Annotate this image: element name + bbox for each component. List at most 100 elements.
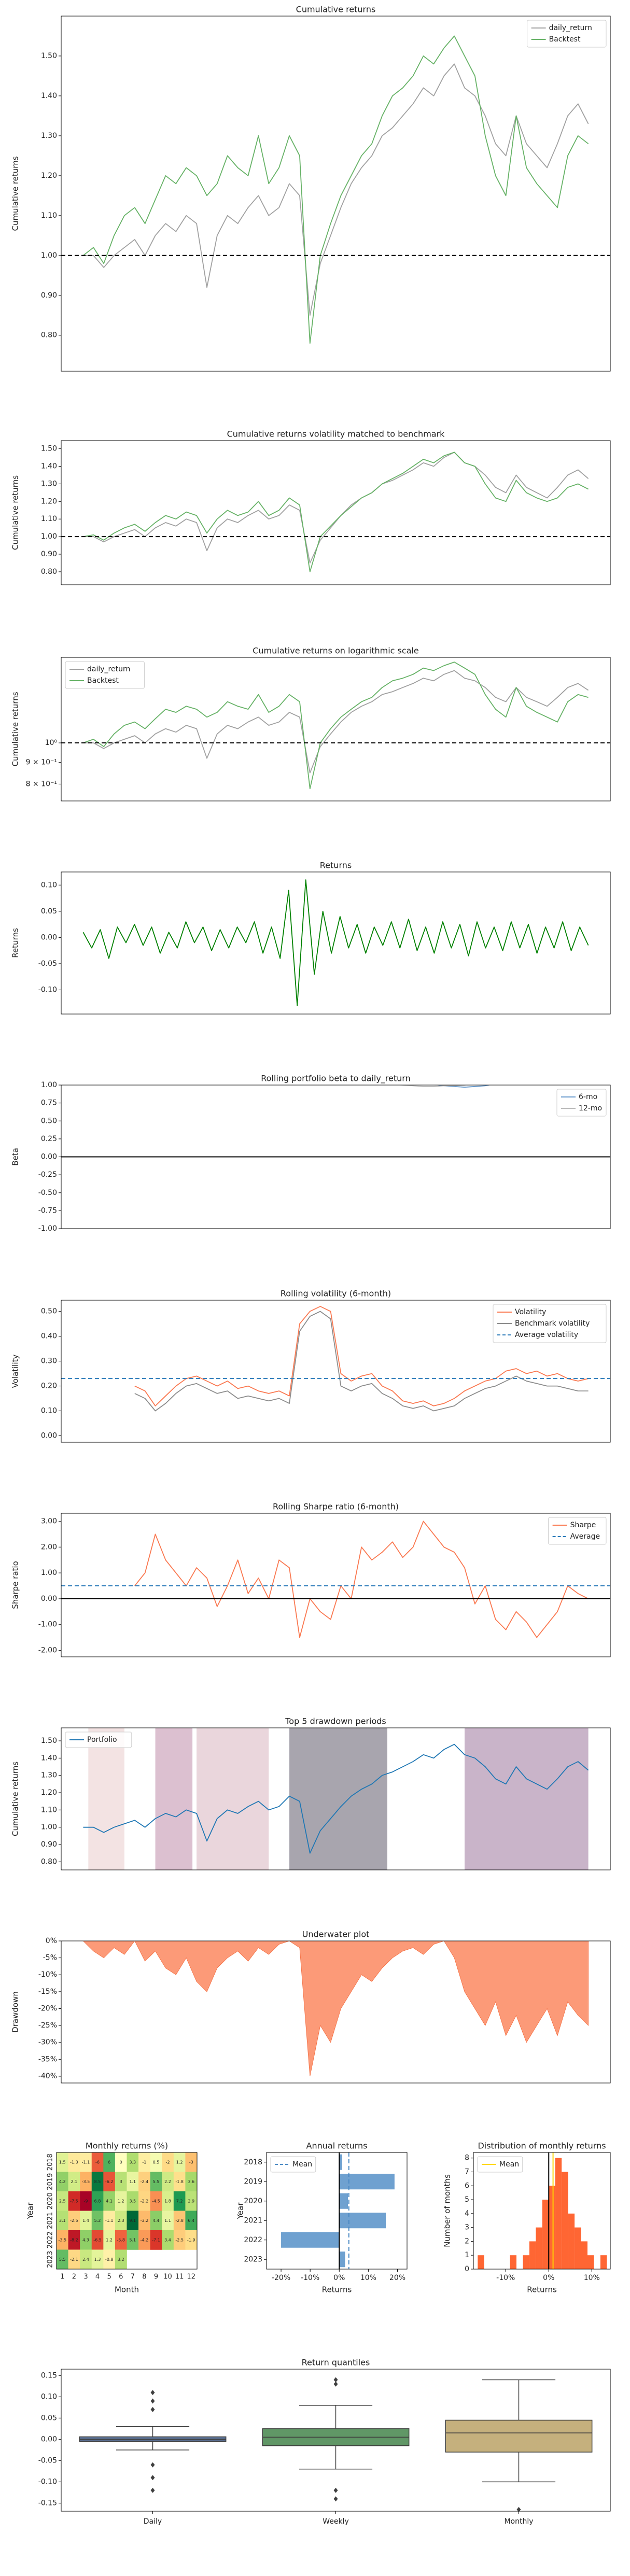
heatmap-cell bbox=[68, 2191, 80, 2211]
cell-label: -2.1 bbox=[70, 2257, 78, 2262]
chart-title: Cumulative returns bbox=[296, 5, 376, 15]
y-tick-label: -15% bbox=[38, 1988, 57, 1996]
heatmap-cell bbox=[68, 2211, 80, 2231]
plot-frame bbox=[61, 1513, 611, 1657]
y-axis-label: Returns bbox=[11, 928, 20, 958]
heatmap-cell bbox=[80, 2249, 92, 2270]
histogram-bar bbox=[581, 2241, 587, 2269]
y-tick-label: 9 × 10⁻¹ bbox=[26, 758, 57, 767]
outlier bbox=[150, 2475, 155, 2481]
heatmap-cell bbox=[103, 2249, 116, 2270]
cell-label: 6.8 bbox=[94, 2199, 101, 2203]
cell-label: -9 bbox=[83, 2199, 88, 2203]
cell-label: -4.2 bbox=[141, 2237, 149, 2242]
heatmap-cell bbox=[150, 2211, 162, 2231]
y-tick-label: 8 bbox=[465, 2154, 469, 2162]
heatmap-cell bbox=[173, 2152, 186, 2172]
histogram-bar bbox=[568, 2213, 575, 2269]
y-tick-label: 0.80 bbox=[41, 568, 57, 576]
histogram-bar bbox=[523, 2255, 529, 2269]
bar bbox=[339, 2154, 342, 2170]
series-line bbox=[83, 63, 589, 316]
y-axis-label: Beta bbox=[11, 1148, 20, 1166]
cell-label: 2.2 bbox=[164, 2179, 171, 2184]
outlier bbox=[333, 2381, 338, 2387]
cell-label: -2.8 bbox=[175, 2218, 184, 2223]
cell-label: -7.5 bbox=[70, 2199, 78, 2203]
legend-label: 6-mo bbox=[579, 1093, 597, 1101]
series-line bbox=[82, 35, 589, 344]
histogram-bar bbox=[478, 2255, 484, 2269]
y-tick-label: -40% bbox=[38, 2072, 57, 2080]
heatmap-cell bbox=[162, 2211, 174, 2231]
histogram-bar bbox=[510, 2255, 517, 2269]
series-line bbox=[134, 1306, 589, 1406]
cell-label: -7.1 bbox=[152, 2237, 160, 2242]
histogram-bar bbox=[529, 2241, 536, 2269]
outlier bbox=[333, 2496, 338, 2502]
y-tick-label: 1 bbox=[465, 2251, 469, 2259]
bar bbox=[281, 2232, 340, 2248]
heatmap-cell bbox=[68, 2172, 80, 2192]
chart-title: Returns bbox=[320, 861, 352, 870]
y-tick-label: 0.00 bbox=[41, 1153, 57, 1161]
y-tick-label: -0.25 bbox=[38, 1171, 57, 1179]
cell-label: 1.1 bbox=[129, 2179, 136, 2184]
plot-frame bbox=[56, 2152, 198, 2270]
cell-label: 5.5 bbox=[153, 2179, 160, 2184]
cell-label: 9.1 bbox=[129, 2218, 136, 2223]
cell-label: -2.5 bbox=[175, 2237, 184, 2242]
legend-label: Mean bbox=[499, 2160, 519, 2169]
histogram-bar bbox=[587, 2255, 594, 2269]
chart-title: Top 5 drawdown periods bbox=[285, 1716, 386, 1726]
y-tick-label: 1.10 bbox=[41, 515, 57, 523]
x-tick-label: Weekly bbox=[323, 2517, 349, 2526]
y-tick-label: 0.40 bbox=[41, 1332, 57, 1341]
x-tick-label: 20% bbox=[389, 2274, 405, 2282]
histogram-bar bbox=[555, 2158, 562, 2269]
cell-label: 8.5 bbox=[94, 2179, 101, 2184]
heatmap-cell bbox=[138, 2211, 150, 2231]
heatmap-cell bbox=[57, 2230, 68, 2250]
outlier bbox=[150, 2487, 155, 2493]
cell-label: 2.9 bbox=[188, 2199, 194, 2203]
cell-label: 2.4 bbox=[82, 2257, 89, 2262]
y-tick-label: -0.10 bbox=[38, 986, 57, 994]
heatmap-cell bbox=[57, 2191, 68, 2211]
heatmap-cell bbox=[173, 2191, 186, 2211]
heatmap-cell bbox=[150, 2230, 162, 2250]
heatmap-cell bbox=[57, 2249, 68, 2270]
cell-label: 3.2 bbox=[118, 2257, 124, 2262]
y-tick-label: 1.30 bbox=[41, 132, 57, 140]
histogram-bar bbox=[600, 2255, 607, 2269]
cell-label: 1.5 bbox=[59, 2160, 66, 2164]
legend-label: daily_return bbox=[87, 665, 130, 673]
outlier bbox=[150, 2462, 155, 2468]
chart-title: Cumulative returns on logarithmic scale bbox=[253, 646, 419, 656]
y-tick-label: -30% bbox=[38, 2038, 57, 2047]
cell-label: -1.8 bbox=[175, 2179, 184, 2184]
cell-label: 3.1 bbox=[59, 2218, 66, 2223]
y-tick-label: -1.00 bbox=[38, 1621, 57, 1629]
y-tick-label: -0.10 bbox=[38, 2478, 57, 2486]
cell-label: 1.4 bbox=[82, 2218, 89, 2223]
y-tick-label: 1.00 bbox=[41, 1823, 57, 1832]
y-tick-label: 0.00 bbox=[41, 933, 57, 941]
cell-label: -3.2 bbox=[141, 2218, 149, 2223]
heatmap-cell bbox=[138, 2230, 150, 2250]
plot-frame bbox=[61, 16, 611, 372]
legend-box bbox=[65, 661, 145, 689]
legend-box bbox=[65, 1732, 132, 1748]
x-axis-label: Month bbox=[115, 2285, 139, 2295]
heatmap-cell bbox=[162, 2191, 174, 2211]
cell-label: 6 bbox=[108, 2160, 110, 2164]
y-tick-label: -2.00 bbox=[38, 1646, 57, 1655]
y-tick-label: 0.30 bbox=[41, 1357, 57, 1366]
y-tick-label: 6 bbox=[465, 2181, 469, 2190]
y-axis-label: Cumulative returns bbox=[11, 156, 20, 231]
x-tick-label: -10% bbox=[301, 2274, 319, 2282]
y-tick-label: 0 bbox=[465, 2265, 469, 2273]
y-tick-label: 7 bbox=[465, 2168, 469, 2176]
drawdown-period bbox=[289, 1728, 387, 1870]
cell-label: 3.5 bbox=[129, 2199, 136, 2203]
